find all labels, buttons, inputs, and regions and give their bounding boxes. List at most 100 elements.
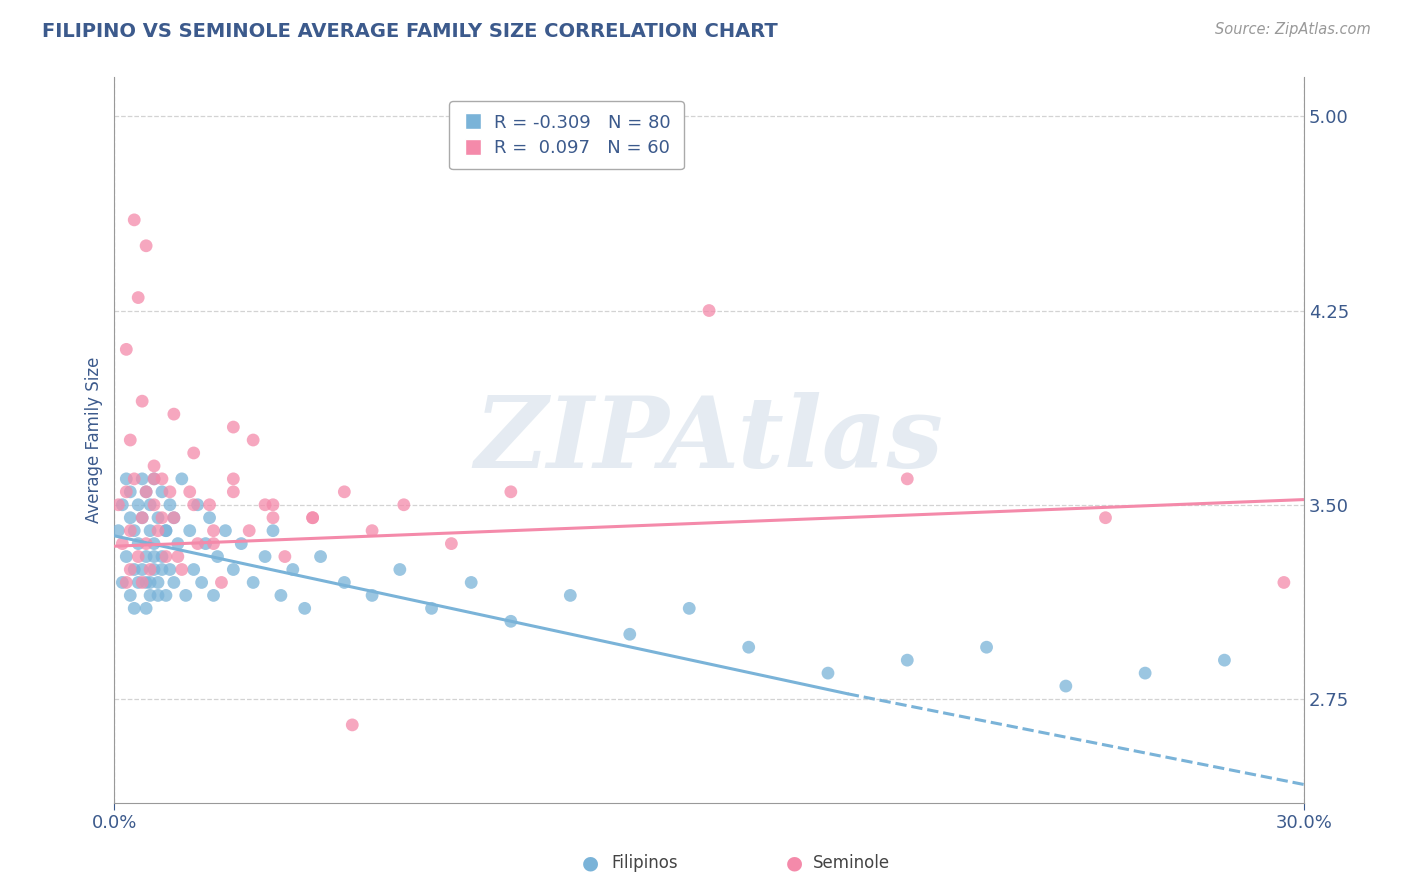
- Point: [107, 498, 129, 512]
- Point: [166, 536, 188, 550]
- Text: Filipinos: Filipinos: [612, 855, 678, 872]
- Point: [738, 640, 761, 655]
- Point: [388, 562, 411, 576]
- Point: [143, 498, 166, 512]
- Point: [361, 524, 384, 538]
- Point: [294, 601, 316, 615]
- Point: [111, 575, 134, 590]
- Legend: R = -0.309   N = 80, R =  0.097   N = 60: R = -0.309 N = 80, R = 0.097 N = 60: [449, 101, 683, 169]
- Point: [179, 524, 201, 538]
- Point: [170, 562, 193, 576]
- Point: [420, 601, 443, 615]
- Point: [127, 549, 149, 564]
- Point: [143, 536, 166, 550]
- Point: [309, 549, 332, 564]
- Point: [127, 536, 149, 550]
- Point: [163, 510, 186, 524]
- Point: [163, 575, 186, 590]
- Point: [678, 601, 700, 615]
- Point: [183, 562, 205, 576]
- Point: [122, 213, 145, 227]
- Point: [146, 588, 169, 602]
- Point: [896, 472, 918, 486]
- Point: [155, 549, 177, 564]
- Point: [120, 588, 142, 602]
- Point: [301, 510, 323, 524]
- Point: [115, 472, 138, 486]
- Point: [139, 575, 162, 590]
- Point: [135, 536, 157, 550]
- Point: [163, 407, 186, 421]
- Point: [122, 601, 145, 615]
- Point: [690, 834, 713, 848]
- Text: ●: ●: [582, 854, 599, 872]
- Point: [120, 510, 142, 524]
- Point: [135, 484, 157, 499]
- Text: Source: ZipAtlas.com: Source: ZipAtlas.com: [1215, 22, 1371, 37]
- Point: [120, 562, 142, 576]
- Point: [107, 524, 129, 538]
- Point: [159, 498, 181, 512]
- Point: [183, 498, 205, 512]
- Text: FILIPINO VS SEMINOLE AVERAGE FAMILY SIZE CORRELATION CHART: FILIPINO VS SEMINOLE AVERAGE FAMILY SIZE…: [42, 22, 778, 41]
- Point: [198, 510, 221, 524]
- Point: [231, 536, 253, 550]
- Point: [135, 549, 157, 564]
- Point: [115, 575, 138, 590]
- Point: [143, 562, 166, 576]
- Point: [143, 472, 166, 486]
- Point: [342, 718, 364, 732]
- Point: [127, 575, 149, 590]
- Point: [150, 562, 173, 576]
- Point: [111, 498, 134, 512]
- Point: [150, 510, 173, 524]
- Point: [115, 484, 138, 499]
- Point: [139, 562, 162, 576]
- Point: [120, 484, 142, 499]
- Point: [135, 239, 157, 253]
- Point: [127, 498, 149, 512]
- Point: [1054, 679, 1077, 693]
- Point: [254, 498, 277, 512]
- Point: [361, 588, 384, 602]
- Point: [131, 562, 153, 576]
- Point: [139, 588, 162, 602]
- Point: [155, 524, 177, 538]
- Point: [131, 575, 153, 590]
- Point: [281, 562, 304, 576]
- Point: [115, 549, 138, 564]
- Point: [150, 484, 173, 499]
- Point: [190, 575, 212, 590]
- Point: [131, 394, 153, 409]
- Point: [242, 575, 264, 590]
- Point: [194, 536, 217, 550]
- Point: [139, 498, 162, 512]
- Point: [131, 510, 153, 524]
- Point: [238, 524, 260, 538]
- Point: [155, 588, 177, 602]
- Point: [143, 549, 166, 564]
- Point: [202, 524, 225, 538]
- Point: [440, 536, 463, 550]
- Point: [159, 562, 181, 576]
- Point: [115, 343, 138, 357]
- Point: [120, 524, 142, 538]
- Text: ZIPAtlas: ZIPAtlas: [475, 392, 943, 488]
- Point: [150, 549, 173, 564]
- Point: [333, 484, 356, 499]
- Point: [127, 291, 149, 305]
- Point: [111, 536, 134, 550]
- Text: Seminole: Seminole: [813, 855, 890, 872]
- Point: [262, 524, 284, 538]
- Point: [122, 524, 145, 538]
- Point: [135, 601, 157, 615]
- Point: [198, 498, 221, 512]
- Point: [207, 549, 229, 564]
- Point: [499, 484, 522, 499]
- Point: [242, 433, 264, 447]
- Point: [301, 510, 323, 524]
- Point: [976, 640, 998, 655]
- Point: [174, 588, 197, 602]
- Point: [817, 666, 839, 681]
- Point: [131, 510, 153, 524]
